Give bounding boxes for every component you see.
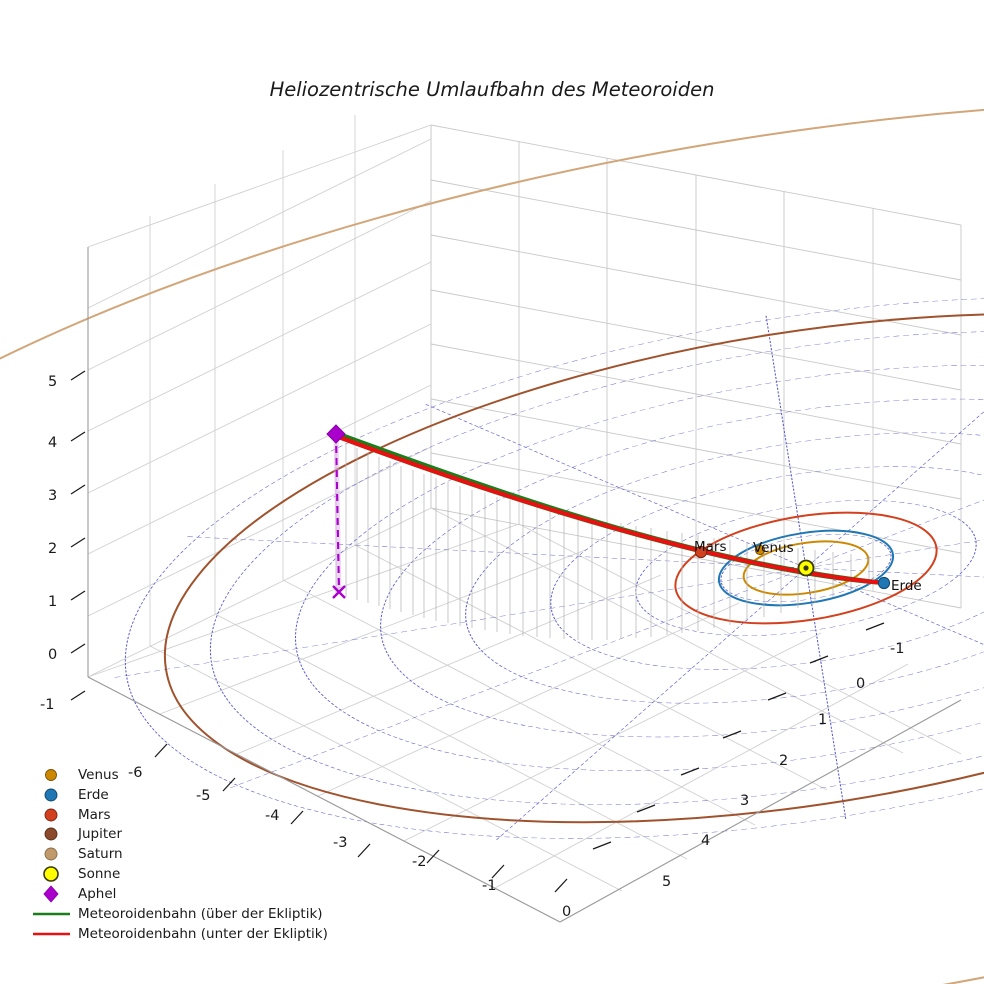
z-tick-0: 0 (48, 647, 57, 663)
page-title: Heliozentrische Umlaufbahn des Meteoroid… (270, 78, 715, 101)
legend-label-trajectory-below: Meteoroidenbahn (unter der Ekliptik) (78, 926, 328, 942)
axis-spines (87, 247, 962, 923)
x-axis: -6 -5 -4 -3 -2 -1 0 (128, 743, 571, 920)
x-tick-neg5: -5 (196, 788, 210, 804)
legend-label-erde: Erde (78, 787, 109, 803)
legend-label-sonne: Sonne (78, 866, 120, 882)
legend-item-jupiter[interactable]: Jupiter (44, 826, 122, 842)
orbit-mars (674, 511, 938, 625)
y-tick-3: 3 (740, 793, 749, 809)
z-tick-2: 2 (48, 541, 57, 557)
legend-item-mars[interactable]: Mars (44, 807, 111, 823)
legend-marker-erde-icon (44, 788, 58, 802)
legend-item-trajectory-above[interactable]: Meteoroidenbahn (über der Ekliptik) (33, 906, 323, 922)
y-tick-1: 1 (818, 712, 827, 728)
legend-label-venus: Venus (78, 767, 119, 783)
legend-marker-mars-icon (44, 808, 58, 822)
legend-item-saturn[interactable]: Saturn (44, 846, 123, 862)
legend-marker-saturn-icon (44, 847, 58, 861)
trajectory-below-ecliptic (333, 433, 887, 586)
sonne-core (803, 565, 809, 571)
legend-label-mars: Mars (78, 807, 111, 823)
y-tick-4: 4 (701, 833, 710, 849)
legend-label-saturn: Saturn (78, 846, 123, 862)
orbit-erde (717, 529, 895, 607)
z-tick-neg1: -1 (40, 697, 54, 713)
z-tick-3: 3 (48, 488, 57, 504)
plot-label-venus: Venus (753, 540, 794, 556)
z-tick-1: 1 (48, 594, 57, 610)
plot-label-mars: Mars (694, 539, 727, 555)
x-tick-0: 0 (562, 904, 571, 920)
orbit-jupiter (163, 312, 984, 824)
legend-marker-aphel-icon (43, 885, 59, 903)
legend-label-aphel: Aphel (78, 886, 116, 902)
legend-marker-sonne-icon (43, 866, 59, 882)
z-axis: 5 4 3 2 1 0 -1 (40, 370, 86, 713)
legend-marker-venus-icon (45, 769, 57, 781)
orbit-venus (742, 540, 870, 596)
legend-marker-jupiter-icon (44, 827, 58, 841)
y-tick-2: 2 (779, 753, 788, 769)
x-tick-neg6: -6 (128, 765, 142, 781)
legend-item-aphel[interactable]: Aphel (43, 885, 116, 903)
aphel-projection-x-marker (332, 585, 346, 599)
legend-label-jupiter: Jupiter (77, 826, 122, 842)
z-tick-5: 5 (48, 374, 57, 390)
legend-label-trajectory-above: Meteoroidenbahn (über der Ekliptik) (78, 906, 323, 922)
aphel-group (326, 424, 346, 599)
x-tick-neg4: -4 (265, 808, 279, 824)
aphel-diamond-marker (326, 424, 346, 444)
legend-item-venus[interactable]: Venus (45, 767, 119, 783)
pane-left-wall (87, 115, 432, 678)
y-tick-5: 5 (662, 874, 671, 890)
plot-label-erde: Erde (891, 578, 922, 594)
x-tick-neg3: -3 (333, 835, 347, 851)
legend: Venus Erde Mars Jupiter Saturn Sonne (33, 767, 328, 942)
legend-item-trajectory-below[interactable]: Meteoroidenbahn (unter der Ekliptik) (33, 926, 328, 942)
y-tick-neg1: -1 (890, 641, 904, 657)
z-tick-4: 4 (48, 435, 57, 451)
erde-marker (877, 576, 891, 590)
mars-marker (694, 545, 708, 559)
planet-markers (694, 544, 891, 590)
legend-item-erde[interactable]: Erde (44, 787, 109, 803)
aphel-dropline-top (335, 433, 340, 593)
x-tick-neg1: -1 (482, 878, 496, 894)
pane-right-wall (430, 124, 962, 609)
y-axis: -1 0 1 2 3 4 5 (592, 622, 904, 890)
venus-marker (754, 544, 766, 556)
x-tick-neg2: -2 (412, 854, 426, 870)
y-tick-0: 0 (856, 676, 865, 692)
legend-item-sonne[interactable]: Sonne (43, 866, 120, 882)
projection-stems (335, 437, 870, 640)
